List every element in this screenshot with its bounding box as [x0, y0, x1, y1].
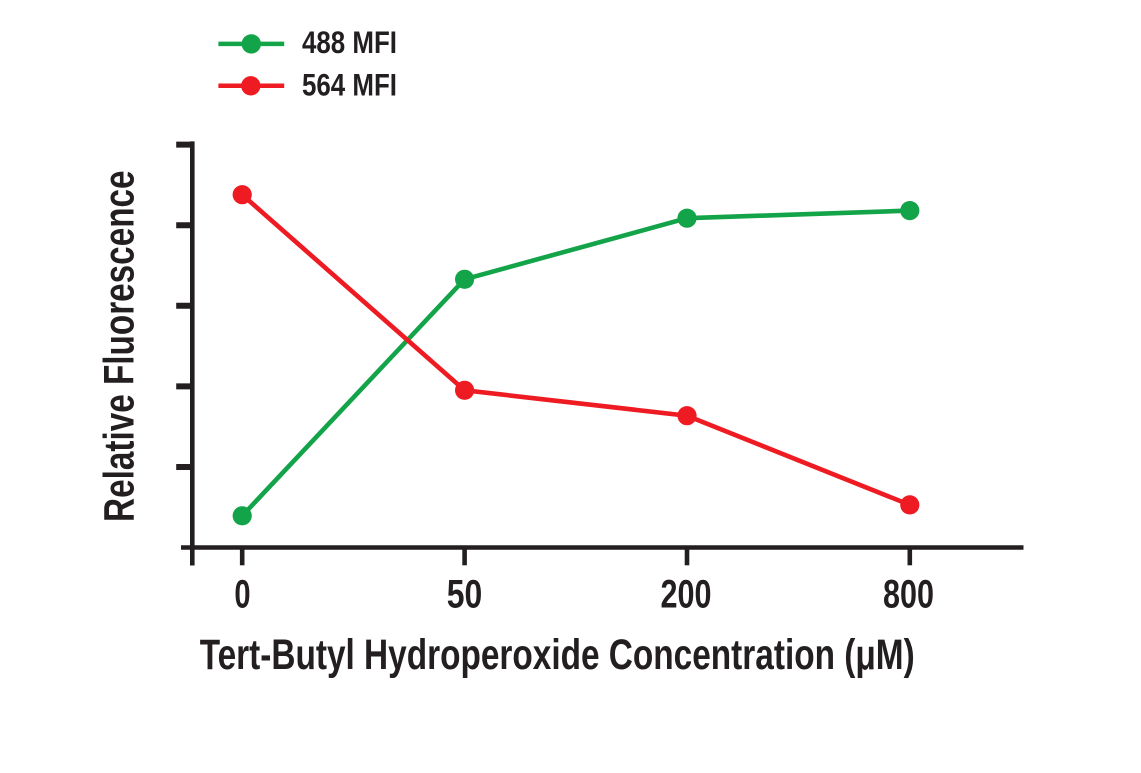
svg-text:488 MFI: 488 MFI [302, 24, 397, 60]
svg-text:200: 200 [661, 573, 712, 617]
svg-text:0: 0 [234, 573, 250, 617]
svg-text:50: 50 [447, 573, 483, 617]
svg-text:800: 800 [883, 573, 934, 617]
svg-text:Relative Fluorescence: Relative Fluorescence [95, 170, 142, 522]
svg-text:Tert-Butyl Hydroperoxide Conce: Tert-Butyl Hydroperoxide Concentration (… [200, 631, 915, 678]
svg-text:564 MFI: 564 MFI [302, 67, 397, 103]
